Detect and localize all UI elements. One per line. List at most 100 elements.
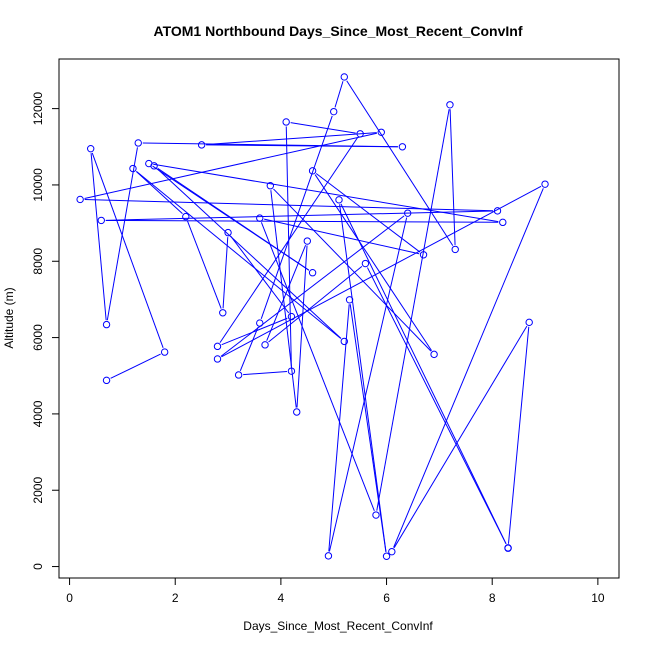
series-0-segment-20 <box>221 317 288 346</box>
series-lines <box>84 80 544 552</box>
series-0-segment-30 <box>376 109 450 511</box>
series-0-segment-28 <box>346 80 454 246</box>
series-0-segment-0 <box>110 353 161 379</box>
series-0-point-35 <box>430 350 438 359</box>
series-0-point-19 <box>224 228 232 237</box>
series-0-segment-50 <box>507 326 530 544</box>
series-0-point-1 <box>160 348 169 356</box>
series-0-point-10 <box>97 216 105 225</box>
series-0-point-45 <box>324 552 333 560</box>
series-0-point-2 <box>86 144 95 153</box>
y-tick-label: 8000 <box>31 248 45 275</box>
series-0-point-37 <box>293 408 301 416</box>
series-0-point-18 <box>219 309 227 317</box>
x-tick-label: 10 <box>591 591 605 605</box>
series-0-segment-47 <box>221 185 542 358</box>
series-points <box>76 73 549 560</box>
series-0-segment-5 <box>206 144 398 148</box>
y-tick-label: 6000 <box>31 324 45 351</box>
series-0-point-48 <box>541 180 549 188</box>
series-0-point-38 <box>303 237 312 245</box>
series-0-point-25 <box>234 371 243 379</box>
series-0-point-29 <box>451 245 459 254</box>
series-0-segment-44 <box>328 304 350 552</box>
series-0-point-8 <box>76 195 84 204</box>
series-0-point-17 <box>182 212 190 221</box>
series-0-segment-6 <box>206 132 377 146</box>
series-0-point-16 <box>129 164 137 173</box>
series-0-point-42 <box>335 196 343 204</box>
x-tick-label: 6 <box>383 591 390 605</box>
series-0-segment-34 <box>314 174 433 351</box>
series-0-segment-24 <box>243 370 288 376</box>
series-0-point-51 <box>504 544 512 552</box>
series-0-point-40 <box>361 259 370 268</box>
series-0-point-27 <box>330 107 338 116</box>
series-0-segment-37 <box>296 245 308 408</box>
series-0-point-4 <box>134 139 142 147</box>
y-tick-label: 10000 <box>31 168 45 202</box>
series-0-point-47 <box>213 355 222 363</box>
series-0-point-34 <box>308 167 317 175</box>
y-tick-label: 2000 <box>31 477 45 504</box>
x-tick-label: 8 <box>489 591 496 605</box>
series-0-point-7 <box>377 128 385 136</box>
y-axis-label: Altitude (m) <box>2 287 16 348</box>
series-0-segment-41 <box>340 203 507 545</box>
series-0-point-43 <box>382 552 391 560</box>
series-0-segment-23 <box>285 126 292 367</box>
series-0-point-20 <box>287 312 296 321</box>
series-0-point-0 <box>102 376 111 385</box>
series-0-segment-39 <box>268 265 363 343</box>
series-0-segment-42 <box>339 204 387 552</box>
y-axis: 0 2000 4000 6000 8000 10000 12000 <box>31 92 60 570</box>
x-axis: 0 2 4 6 8 10 <box>66 577 605 605</box>
x-tick-label: 2 <box>172 591 179 605</box>
series-0-point-36 <box>266 181 275 190</box>
series-0-point-22 <box>356 130 364 138</box>
series-0-segment-48 <box>393 188 544 548</box>
series-0-segment-29 <box>449 109 456 245</box>
series-0-segment-38 <box>266 245 307 341</box>
series-0-point-9 <box>493 207 502 215</box>
series-0-segment-46 <box>220 215 405 357</box>
series-0-point-32 <box>256 214 264 222</box>
series-0-segment-1 <box>91 152 164 349</box>
series-0-point-30 <box>446 101 454 109</box>
series-0-point-6 <box>197 141 206 149</box>
series-0-point-50 <box>525 318 533 327</box>
chart-title: ATOM1 Northbound Days_Since_Most_Recent_… <box>154 23 523 39</box>
series-0-point-44 <box>345 296 354 304</box>
series-0-segment-18 <box>222 237 229 309</box>
series-0-segment-27 <box>334 81 344 108</box>
series-0-point-49 <box>388 547 396 556</box>
series-0-point-3 <box>102 320 111 329</box>
series-0-segment-40 <box>366 267 507 545</box>
series-0-segment-2 <box>90 153 107 321</box>
series-0-segment-10 <box>105 219 499 223</box>
series-0-segment-45 <box>328 217 408 552</box>
series-0-segment-11 <box>153 163 499 223</box>
series-0-segment-17 <box>186 220 222 309</box>
series-0-point-5 <box>398 143 407 151</box>
x-axis-label: Days_Since_Most_Recent_ConvInf <box>243 619 433 633</box>
series-0-segment-32 <box>264 218 420 255</box>
series-0-point-39 <box>261 341 269 349</box>
series-0-point-13 <box>308 269 317 277</box>
series-0-segment-14 <box>157 168 342 339</box>
series-0-point-28 <box>340 73 348 81</box>
series-0-segment-19 <box>230 235 290 314</box>
series-0-segment-26 <box>260 115 333 319</box>
series-0-point-11 <box>499 218 507 227</box>
series-0-point-14 <box>150 162 158 170</box>
series-0-segment-43 <box>349 304 387 552</box>
x-tick-label: 0 <box>66 591 73 605</box>
series-0-segment-22 <box>290 122 356 134</box>
series-0-point-15 <box>340 337 348 346</box>
series-0-point-23 <box>282 118 290 126</box>
series-0-segment-16 <box>135 171 183 214</box>
y-tick-label: 12000 <box>31 92 45 126</box>
series-0-segment-25 <box>239 327 259 372</box>
series-0-segment-3 <box>106 147 138 321</box>
